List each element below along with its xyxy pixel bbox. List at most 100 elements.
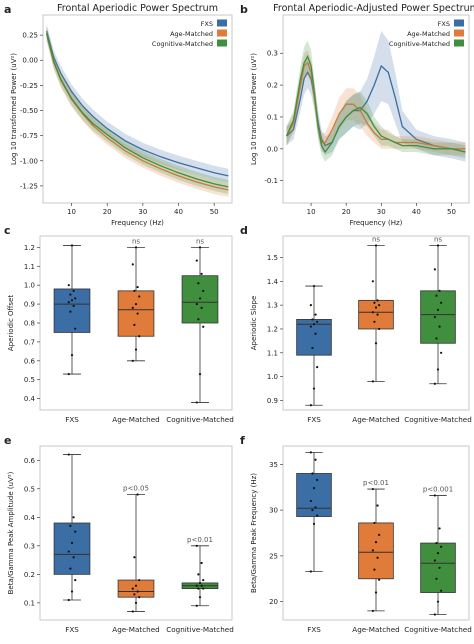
panel-label: f xyxy=(240,434,245,447)
chart-title: Frontal Aperiodic Power Spectrum xyxy=(57,3,218,14)
data-point xyxy=(202,587,205,590)
data-point xyxy=(70,244,74,247)
series-line-cog xyxy=(45,32,229,188)
data-point xyxy=(131,263,134,266)
data-point xyxy=(316,478,319,481)
y-tick-label: 25 xyxy=(269,552,278,560)
y-tick-label: 0.5 xyxy=(24,376,35,384)
series-line-cog xyxy=(285,54,466,154)
legend-swatch xyxy=(217,39,227,47)
data-point xyxy=(436,600,440,603)
legend: FXS Age-Matched Cognitive-Matched xyxy=(389,19,464,48)
data-point xyxy=(374,342,378,345)
confidence-band-fxs xyxy=(46,24,229,183)
data-point xyxy=(195,302,198,306)
data-point xyxy=(312,284,316,288)
box-age: p<0.01 xyxy=(358,479,394,612)
data-point xyxy=(309,404,312,407)
box-age: ns xyxy=(117,237,155,362)
data-point xyxy=(69,567,72,570)
legend-label: Age-Matched xyxy=(407,30,450,38)
x-tick-label: 30 xyxy=(138,208,147,216)
category-label: FXS xyxy=(65,415,79,424)
y-tick-label: 0.9 xyxy=(267,397,278,405)
x-tick-label: 40 xyxy=(174,208,183,216)
plot-area xyxy=(45,24,229,197)
data-point xyxy=(70,354,74,357)
box-cog: ns xyxy=(181,237,219,404)
data-point xyxy=(436,368,440,371)
data-point xyxy=(67,453,70,456)
box-iqr xyxy=(117,579,155,598)
data-point xyxy=(67,550,70,553)
significance-label: p<0.01 xyxy=(187,536,213,544)
legend-swatch xyxy=(454,39,464,47)
data-point xyxy=(371,549,374,552)
panel-label: e xyxy=(4,434,11,447)
box-cog: p<0.01 xyxy=(181,536,219,607)
significance-label: ns xyxy=(434,236,442,244)
category-label: Age-Matched xyxy=(352,625,399,634)
data-point xyxy=(309,570,312,573)
y-tick-label: 1.2 xyxy=(267,325,278,333)
legend-label: FXS xyxy=(201,20,213,28)
data-point xyxy=(312,387,316,390)
x-tick-label: 10 xyxy=(67,208,76,216)
data-point xyxy=(378,578,381,581)
box-cog: ns xyxy=(420,236,456,385)
data-point xyxy=(309,304,312,307)
significance-label: p<0.001 xyxy=(423,485,453,493)
data-point xyxy=(435,577,438,580)
data-point xyxy=(200,272,203,275)
data-point xyxy=(436,244,440,247)
box-fxs xyxy=(53,244,91,376)
panel-a: a -1.25 -1.00 -0.75 -0.50 -0.25 0.00 0.25 Log 10… xyxy=(4,3,233,227)
legend-label: Cognitive-Matched xyxy=(389,40,450,48)
y-tick-label: 20 xyxy=(269,598,278,606)
significance-label: p<0.05 xyxy=(123,484,149,492)
data-point xyxy=(376,556,379,559)
data-point xyxy=(198,581,202,585)
y-tick-label: -0.1 xyxy=(264,177,278,185)
data-point xyxy=(67,284,70,287)
data-point xyxy=(72,556,75,559)
data-point xyxy=(72,304,75,308)
data-point xyxy=(312,487,316,490)
x-tick-label: 10 xyxy=(307,208,316,216)
data-point xyxy=(376,313,379,316)
panel-f: f 20 25 30 35 Beta/Gamma Peak Frequency (Hz) F… xyxy=(240,434,472,634)
data-point xyxy=(136,590,139,593)
data-point xyxy=(195,259,198,262)
data-point xyxy=(67,598,70,602)
significance-label: ns xyxy=(132,237,140,245)
data-point xyxy=(67,372,70,376)
data-point xyxy=(436,308,440,311)
data-point xyxy=(376,299,379,302)
data-point xyxy=(133,593,136,596)
data-point xyxy=(200,306,203,309)
significance-label: ns xyxy=(196,237,204,245)
category-label: FXS xyxy=(65,625,79,634)
x-axis-label: Frequency (Hz) xyxy=(350,219,403,227)
data-point xyxy=(436,552,440,555)
category-label: Cognitive-Matched xyxy=(166,625,234,634)
data-point xyxy=(74,578,77,582)
data-point xyxy=(440,545,443,548)
y-tick-label: 0.1 xyxy=(24,599,35,607)
data-point xyxy=(312,323,316,326)
data-point xyxy=(433,559,436,562)
box-iqr xyxy=(296,473,332,517)
box-age: p<0.05 xyxy=(117,484,155,613)
data-point xyxy=(314,313,317,316)
y-tick-label: 0.1 xyxy=(267,113,278,121)
plot-frame xyxy=(39,445,233,621)
significance-label: p<0.01 xyxy=(363,479,389,487)
y-axis-label: Log 10 transformed Power (uV²) xyxy=(250,53,258,165)
y-tick-label: 1.0 xyxy=(24,282,35,290)
category-label: Cognitive-Matched xyxy=(166,415,234,424)
box-fxs xyxy=(53,453,91,602)
y-tick-label: 0.3 xyxy=(267,50,278,58)
data-point xyxy=(69,310,72,313)
legend-swatch xyxy=(454,19,464,27)
